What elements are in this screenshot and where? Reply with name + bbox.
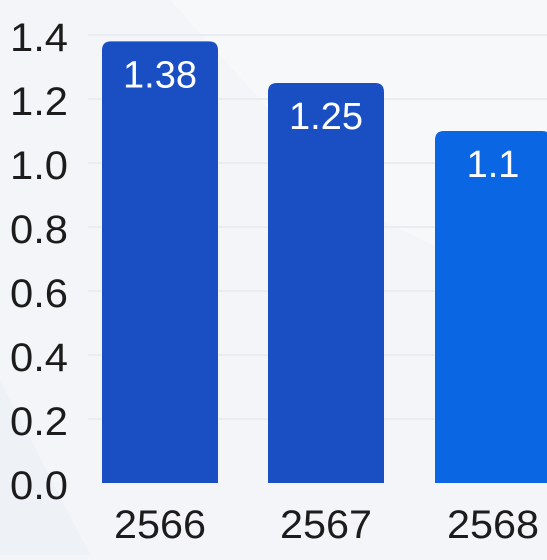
y-tick-label: 1.0 (10, 144, 68, 188)
bars: 1.38 1.25 1.1 (102, 41, 547, 484)
bar-value-label: 1.1 (467, 144, 520, 186)
y-tick-label: 1.2 (10, 80, 68, 124)
y-tick-label: 0.4 (10, 336, 68, 380)
x-axis: 2566 2567 2568 (114, 503, 539, 547)
bar-2566 (102, 41, 218, 484)
bar-2568 (435, 131, 547, 483)
bar-2567 (268, 83, 384, 483)
bar-value-label: 1.38 (123, 54, 197, 96)
x-tick-label: 2568 (447, 503, 539, 547)
background-shape (0, 380, 90, 555)
bar-value-label: 1.25 (289, 96, 363, 138)
y-tick-label: 0.6 (10, 272, 68, 316)
x-tick-label: 2567 (280, 503, 372, 547)
x-tick-label: 2566 (114, 503, 206, 547)
y-tick-label: 0.2 (10, 400, 68, 444)
y-axis: 0.0 0.2 0.4 0.6 0.8 1.0 1.2 1.4 (10, 16, 68, 508)
y-tick-label: 0.8 (10, 208, 68, 252)
y-tick-label: 1.4 (10, 16, 68, 60)
y-tick-label: 0.0 (10, 464, 68, 508)
